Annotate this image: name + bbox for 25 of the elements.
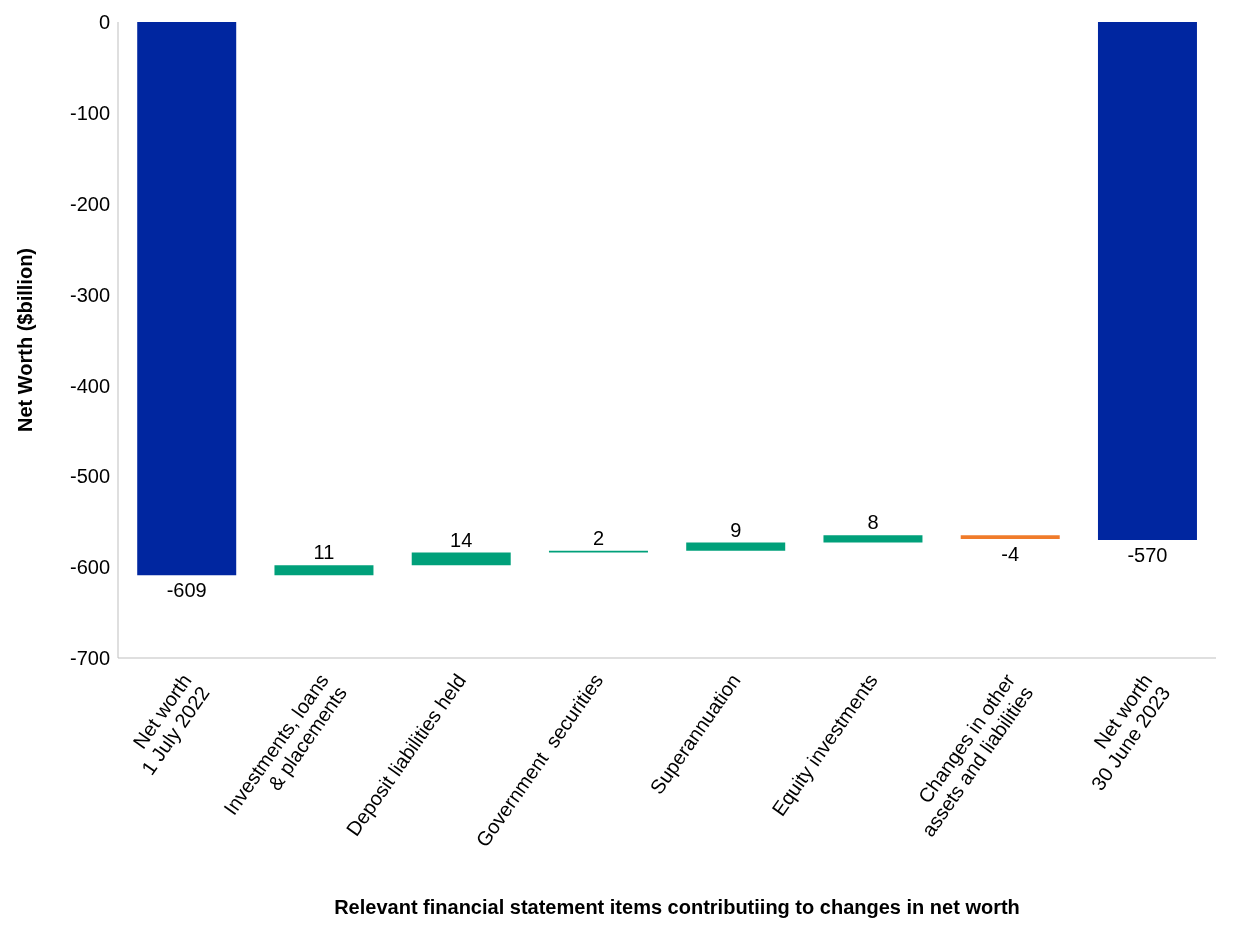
bar xyxy=(137,22,237,576)
bar xyxy=(274,565,374,576)
data-label: -570 xyxy=(1127,543,1168,566)
y-tick-label: -100 xyxy=(69,101,110,124)
bar xyxy=(823,535,923,543)
data-label: -4 xyxy=(1001,542,1020,565)
bar xyxy=(686,542,786,551)
bar xyxy=(411,552,511,566)
data-label: 2 xyxy=(592,526,605,549)
bar xyxy=(960,535,1060,539)
y-tick-label: 0 xyxy=(98,11,110,34)
y-tick-label: -600 xyxy=(69,556,110,579)
y-tick-label: -700 xyxy=(69,647,110,670)
data-label: 9 xyxy=(730,518,742,541)
data-label: -609 xyxy=(166,579,207,602)
y-axis-title: Net Worth ($billion) xyxy=(14,247,37,433)
y-tick-label: -300 xyxy=(69,283,110,306)
x-axis-title: Relevant financial statement items contributiing to changes in net worth xyxy=(333,896,1021,919)
data-label: 8 xyxy=(867,511,879,534)
bar xyxy=(1097,22,1197,540)
data-label: 14 xyxy=(450,528,473,551)
y-tick-label: -200 xyxy=(69,192,110,215)
y-tick-label: -500 xyxy=(69,465,110,488)
y-tick-label: -400 xyxy=(69,374,110,397)
data-label: 11 xyxy=(313,541,335,564)
